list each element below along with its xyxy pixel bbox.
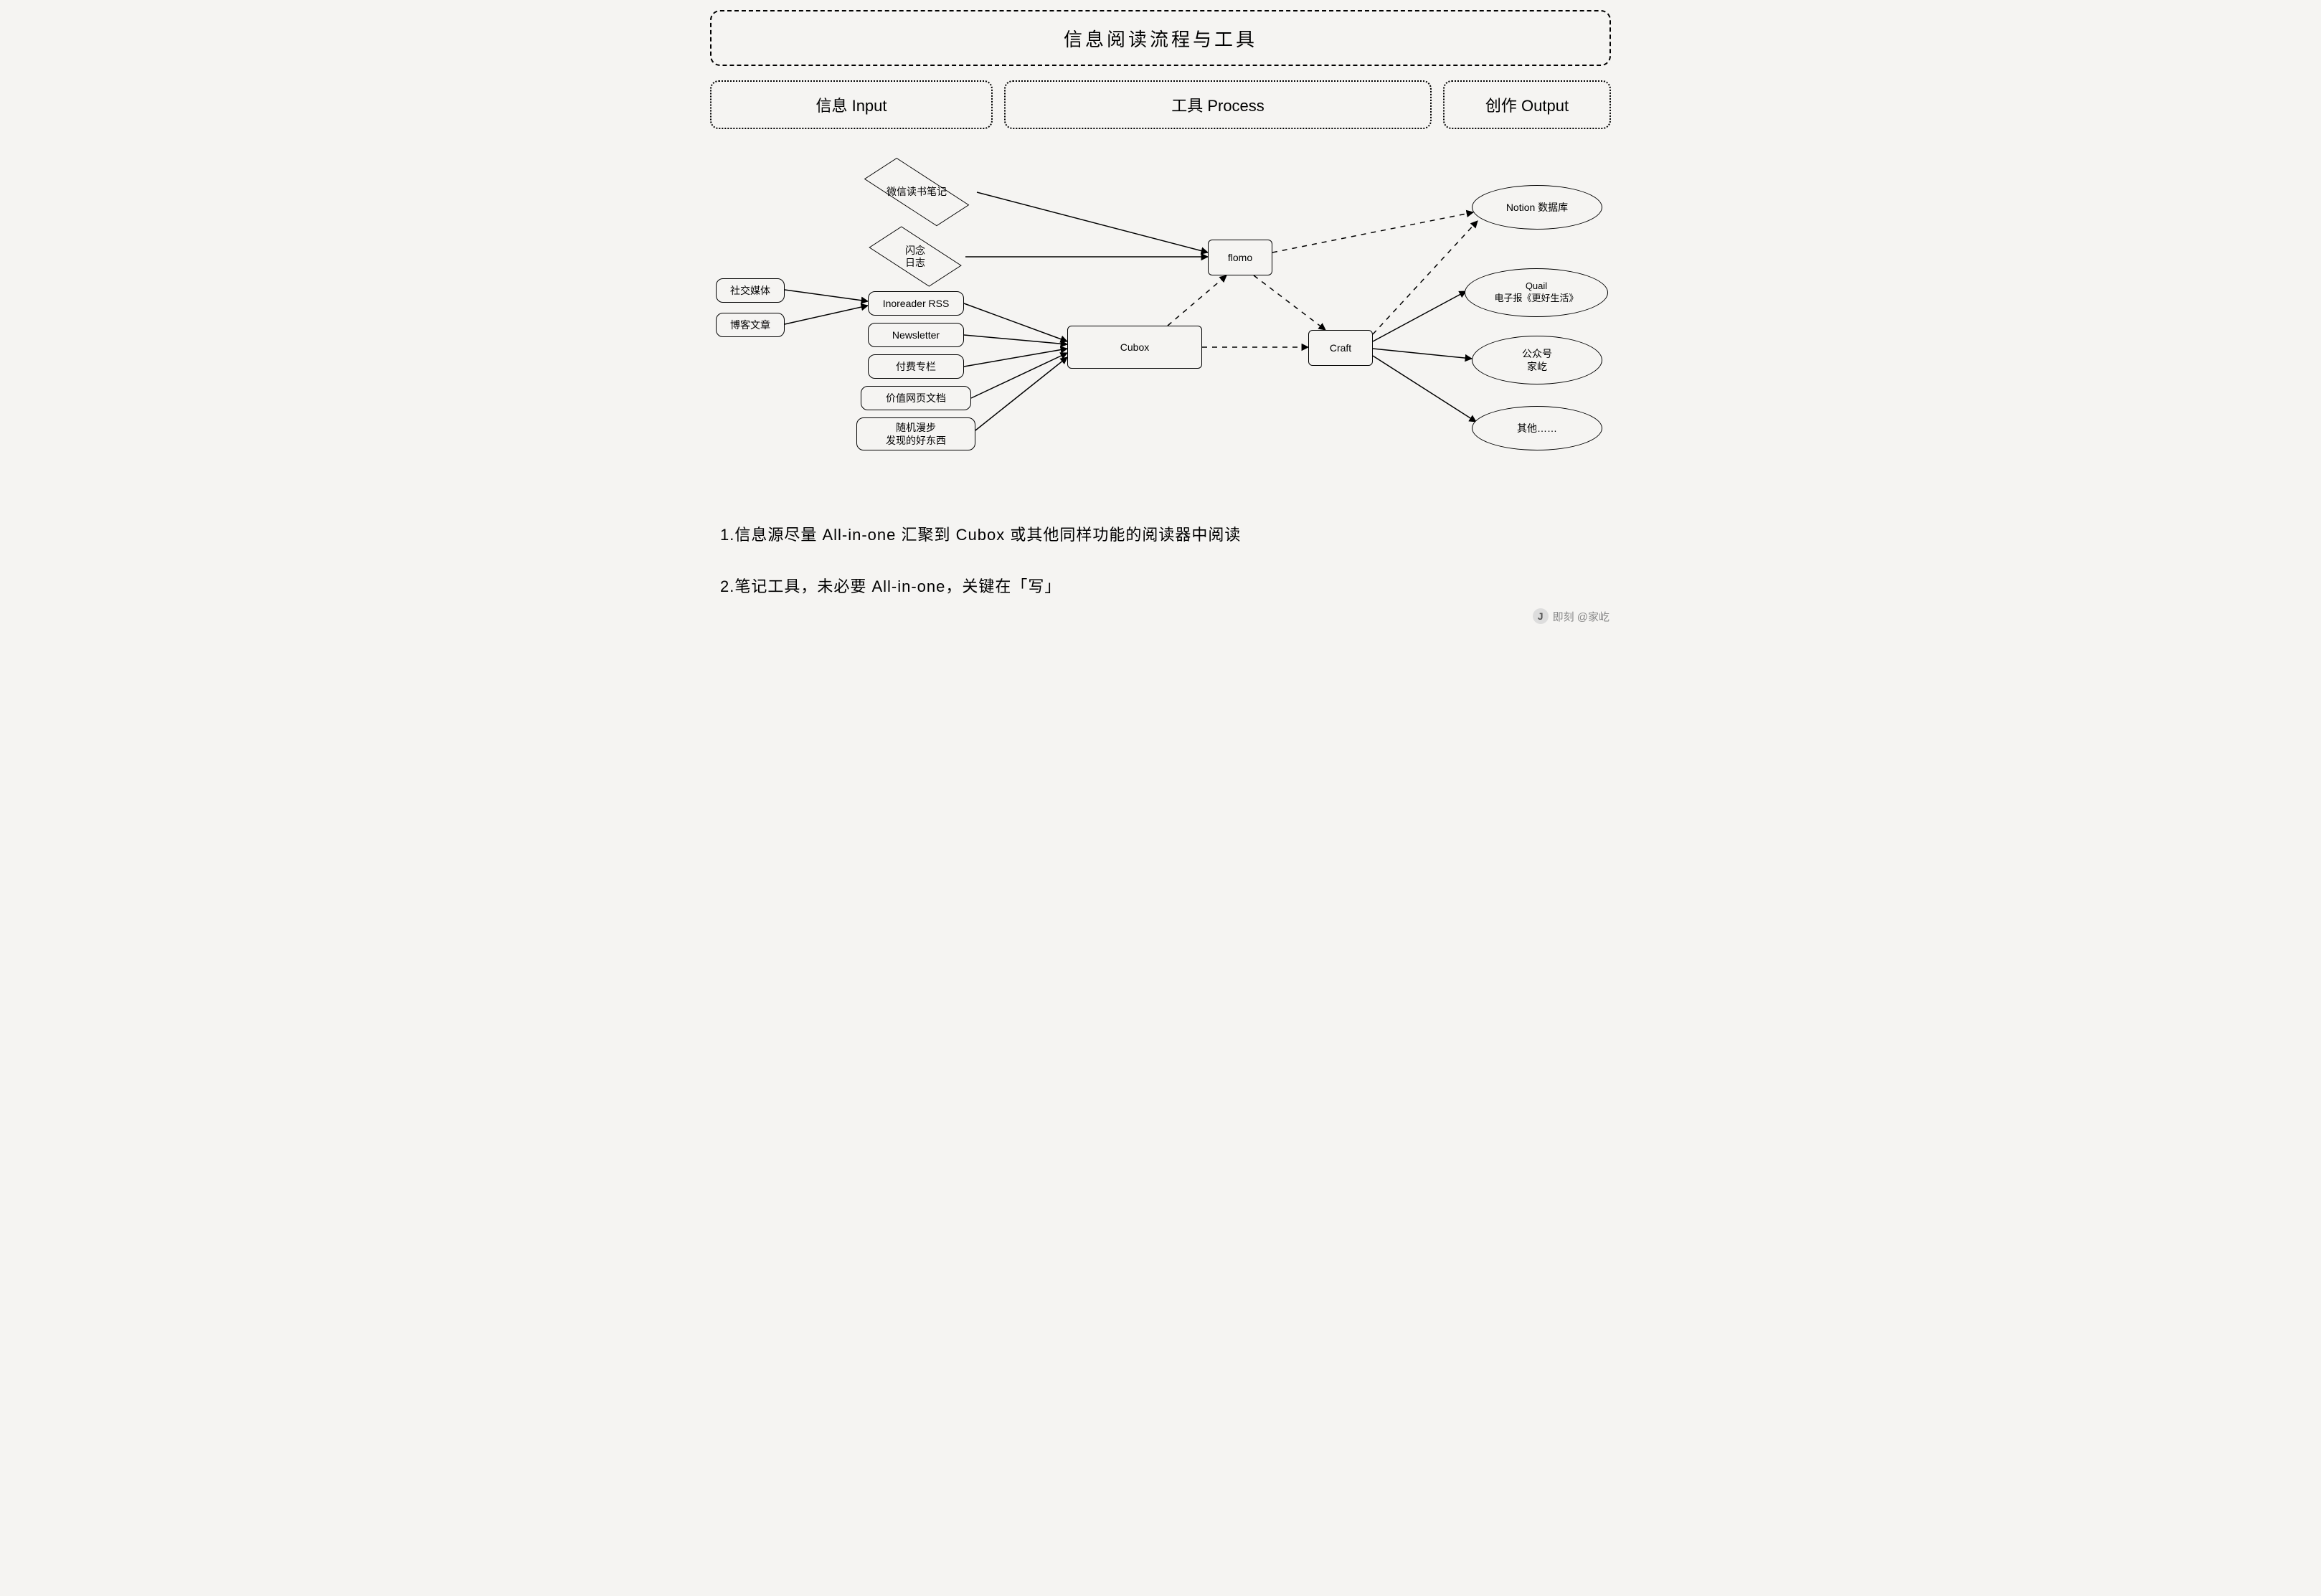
- edge-blog-to-inoreader: [785, 306, 868, 324]
- node-random: 随机漫步 发现的好东西: [856, 417, 975, 450]
- node-inoreader: Inoreader RSS: [868, 291, 964, 316]
- section-process: 工具 Process: [1004, 80, 1432, 129]
- node-wechat-pub: 公众号 家屹: [1472, 336, 1602, 384]
- node-flomo: flomo: [1208, 240, 1272, 275]
- node-newsletter: Newsletter: [868, 323, 964, 347]
- node-paid: 付费专栏: [868, 354, 964, 379]
- footnote-1: 1.信息源尽量 All-in-one 汇聚到 Cubox 或其他同样功能的阅读器…: [720, 522, 1241, 545]
- footnote-2: 2.笔记工具，未必要 All-in-one，关键在「写」: [720, 574, 1061, 597]
- watermark: J 即刻 @家屹: [1533, 608, 1609, 624]
- diagram-title-box: 信息阅读流程与工具: [710, 10, 1611, 66]
- node-social: 社交媒体: [716, 278, 785, 303]
- node-craft: Craft: [1308, 330, 1373, 366]
- edge-inoreader-to-cubox: [964, 303, 1067, 341]
- node-quail: Quail 电子报《更好生活》: [1465, 268, 1608, 317]
- edge-random-to-cubox: [975, 357, 1067, 430]
- section-input-label: 信息 Input: [816, 93, 887, 116]
- node-wechat-notes-label: 微信读书笔记: [887, 186, 947, 199]
- edge-craft-to-other: [1373, 356, 1476, 422]
- edge-flomo-to-craft: [1254, 275, 1325, 330]
- diagram-canvas: 信息阅读流程与工具 信息 Input 工具 Process 创作 Output …: [701, 0, 1620, 631]
- edge-social-to-inoreader: [785, 290, 868, 301]
- node-wechat-notes: 微信读书笔记: [856, 165, 977, 219]
- node-cubox: Cubox: [1067, 326, 1202, 369]
- edge-wechat_notes-to-flomo: [977, 192, 1208, 252]
- node-notion: Notion 数据库: [1472, 185, 1602, 230]
- node-blog: 博客文章: [716, 313, 785, 337]
- node-flash-journal-label: 闪念 日志: [905, 245, 925, 270]
- node-valuable: 价值网页文档: [861, 386, 971, 410]
- edge-craft-to-notion: [1373, 221, 1478, 334]
- watermark-text: 即刻 @家屹: [1553, 609, 1609, 624]
- edge-flomo-to-notion: [1272, 212, 1473, 252]
- diagram-title: 信息阅读流程与工具: [1064, 25, 1257, 52]
- edge-newsletter-to-cubox: [964, 335, 1067, 344]
- edge-cubox-to-flomo: [1168, 275, 1226, 326]
- section-output: 创作 Output: [1443, 80, 1611, 129]
- edge-craft-to-wechat_pub: [1373, 349, 1472, 359]
- section-process-label: 工具 Process: [1171, 93, 1265, 116]
- watermark-icon: J: [1533, 608, 1549, 624]
- edge-valuable-to-cubox: [971, 353, 1067, 398]
- edge-craft-to-quail: [1373, 291, 1466, 341]
- section-input: 信息 Input: [710, 80, 993, 129]
- node-flash-journal: 闪念 日志: [865, 230, 965, 284]
- section-output-label: 创作 Output: [1485, 93, 1569, 116]
- node-other: 其他……: [1472, 406, 1602, 450]
- edge-paid-to-cubox: [964, 349, 1067, 367]
